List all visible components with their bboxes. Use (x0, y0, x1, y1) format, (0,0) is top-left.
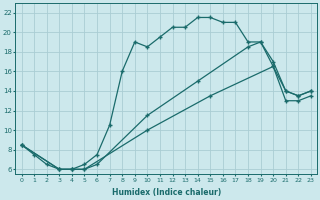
X-axis label: Humidex (Indice chaleur): Humidex (Indice chaleur) (112, 188, 221, 197)
